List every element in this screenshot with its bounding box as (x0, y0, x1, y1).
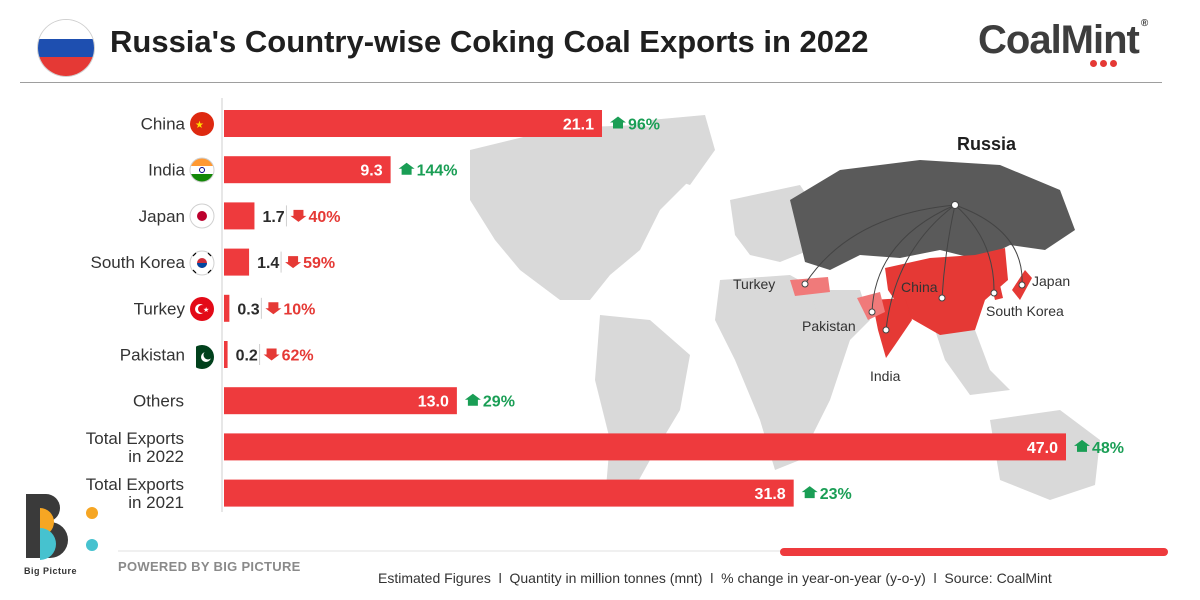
value-label: 9.3 (360, 163, 382, 180)
russia-flag-icon (38, 20, 94, 76)
brand-registered-mark: ® (1140, 18, 1148, 29)
bar-group: China 21.1 96% India 9.3 144% Japan 1.7 40% South… (86, 110, 1124, 512)
route-russia-pakistan (871, 204, 956, 313)
map-greenland (650, 115, 715, 185)
map-label-china: China (901, 279, 938, 295)
category-label: China (141, 115, 186, 134)
category-label: Pakistan (120, 346, 185, 365)
category-label: South Korea (90, 253, 185, 272)
value-label: 31.8 (755, 486, 786, 503)
change-label: 62% (282, 348, 314, 365)
map-china (885, 248, 1008, 335)
category-label: Total Exports in 2021 (86, 475, 184, 512)
bar (224, 433, 1066, 461)
category-label: Turkey (134, 299, 186, 318)
map-turkey (790, 277, 830, 296)
map-label-india: India (870, 368, 901, 384)
south-korea-marker (990, 289, 998, 297)
bar (224, 479, 794, 507)
value-label: 47.0 (1027, 440, 1058, 457)
map-north-america (470, 125, 700, 300)
map-label-south-korea: South Korea (986, 303, 1064, 319)
header-divider (20, 82, 1162, 83)
footer-note: Estimated Figures l Quantity in million … (378, 570, 1052, 586)
brand-name: CoalMint (978, 18, 1140, 62)
up-arrow-icon (801, 486, 818, 499)
map-south-america (595, 315, 690, 505)
footer-accent-bar (780, 548, 1168, 556)
value-label: 0.3 (237, 301, 259, 318)
up-arrow-icon (610, 116, 627, 129)
big-picture-logo (26, 494, 98, 560)
route-russia-south-korea (954, 204, 995, 294)
route-russia-japan (954, 204, 1023, 286)
china-marker (938, 294, 946, 302)
change-label: 48% (1092, 440, 1124, 457)
change-label: 23% (820, 486, 852, 503)
map-label-japan: Japan (1032, 273, 1070, 289)
category-label: Total Exports in 2022 (86, 429, 184, 466)
route-russia-turkey (804, 204, 956, 285)
pakistan-marker (868, 308, 876, 316)
map-pakistan (857, 292, 885, 320)
down-arrow-icon (263, 348, 280, 361)
bar (224, 294, 230, 322)
bar (224, 202, 255, 230)
up-arrow-icon (398, 162, 415, 175)
brand-logo: CoalMint ® (978, 18, 1148, 67)
category-label: Japan (139, 207, 185, 226)
big-picture-logo-text: Big Picture (24, 566, 78, 576)
value-label: 21.1 (563, 117, 594, 134)
value-label: 0.2 (236, 348, 258, 365)
china-flag-icon: ★ (190, 112, 214, 136)
change-label: 144% (417, 163, 458, 180)
bar (224, 387, 457, 415)
india-flag-icon (189, 157, 215, 183)
value-label: 1.4 (257, 255, 279, 272)
category-label: Others (133, 392, 184, 411)
category-label: India (148, 161, 185, 180)
south-korea-flag-icon (189, 250, 215, 276)
value-label: 1.7 (262, 209, 284, 226)
route-russia-china (941, 204, 956, 299)
route-russia-india (885, 204, 956, 331)
map-label-pakistan: Pakistan (802, 318, 856, 334)
bar (224, 156, 391, 184)
map-africa (715, 275, 850, 470)
turkey-marker (801, 280, 809, 288)
map-southeast-asia (935, 330, 1010, 395)
pakistan-flag-icon (190, 345, 214, 369)
world-map: Russia China India Japan South Korea Tur… (470, 115, 1100, 505)
svg-text:★: ★ (203, 306, 209, 314)
map-label-russia: Russia (957, 134, 1017, 154)
svg-text:★: ★ (195, 120, 204, 131)
map-middle-east (810, 290, 870, 345)
down-arrow-icon (285, 256, 302, 269)
route-origin-marker (951, 201, 959, 209)
change-label: 40% (308, 209, 340, 226)
value-label: 13.0 (418, 394, 449, 411)
up-arrow-icon (464, 393, 481, 406)
bar (224, 110, 603, 137)
india-marker (882, 326, 890, 334)
change-label: 29% (483, 394, 515, 411)
change-label: 10% (283, 301, 315, 318)
up-arrow-icon (1074, 439, 1090, 452)
bar (224, 248, 250, 276)
down-arrow-icon (290, 209, 307, 222)
bar (224, 341, 228, 368)
change-label: 96% (628, 117, 660, 134)
map-russia (790, 160, 1075, 270)
powered-by-text: POWERED BY BIG PICTURE (118, 559, 301, 574)
turkey-flag-icon: ★ (190, 297, 214, 321)
japan-marker (1018, 281, 1026, 289)
down-arrow-icon (265, 302, 282, 315)
map-label-turkey: Turkey (733, 276, 775, 292)
japan-flag-icon (189, 203, 215, 229)
page-title: Russia's Country-wise Coking Coal Export… (110, 24, 869, 59)
change-label: 59% (303, 255, 335, 272)
